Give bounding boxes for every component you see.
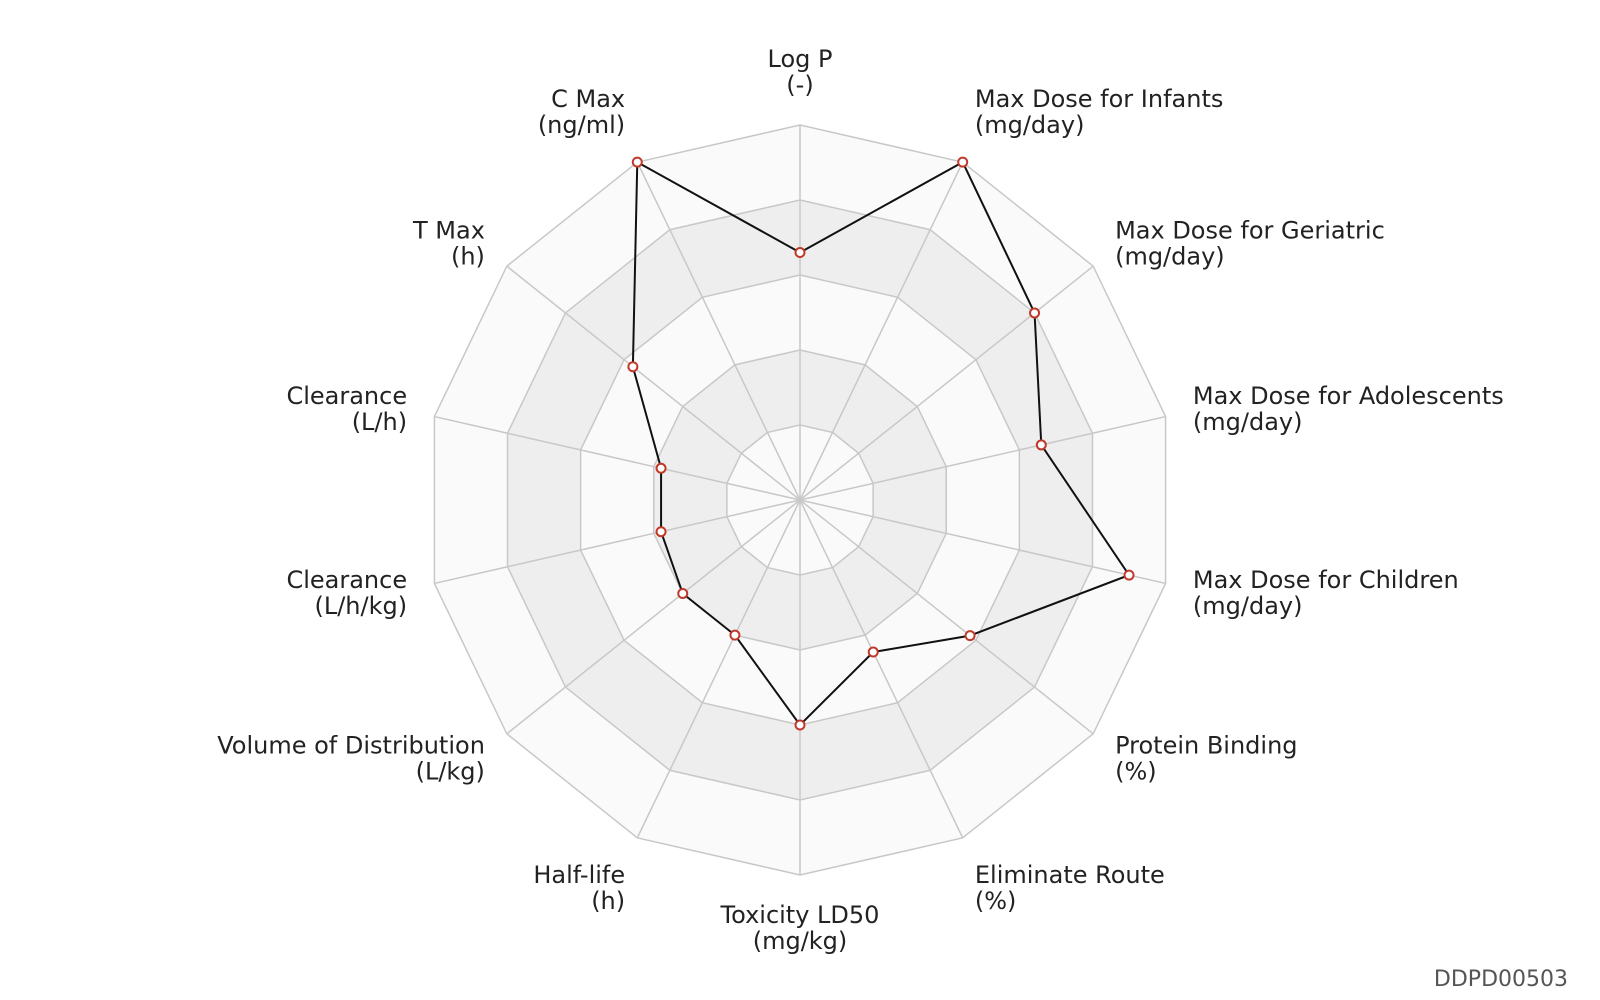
spoke-8: [636, 499, 801, 839]
data-point-13: [631, 156, 643, 168]
data-point-8: [729, 629, 741, 641]
axis-label-5: Protein Binding (%): [1115, 732, 1297, 786]
spoke-1: [799, 161, 964, 501]
chart-id: DDPD00503: [1433, 967, 1568, 992]
data-point-11: [655, 462, 667, 474]
axis-labels: Log P (-) Max Dose for Infants (mg/day) Max …: [217, 45, 1504, 955]
axis-label-1: Max Dose for Infants (mg/day): [975, 85, 1224, 139]
axis-label-6: Eliminate Route (%): [975, 861, 1165, 915]
spoke-5: [799, 499, 1094, 735]
radar-spokes: [434, 125, 1166, 875]
axis-label-0: Log P (-): [768, 45, 833, 99]
spoke-11: [434, 415, 801, 501]
axis-label-8: Half-life (h): [533, 861, 625, 915]
data-point-9: [677, 588, 689, 600]
data-point-2: [1029, 307, 1041, 319]
axis-label-7: Toxicity LD50 (mg/kg): [720, 901, 880, 955]
data-point-4: [1123, 569, 1135, 581]
spoke-10: [434, 499, 801, 585]
data-point-0: [794, 247, 806, 258]
axis-label-4: Max Dose for Children (mg/day): [1193, 566, 1459, 620]
axis-label-12: T Max (h): [412, 217, 485, 271]
axis-label-3: Max Dose for Adolescents (mg/day): [1193, 382, 1504, 436]
spoke-9: [506, 499, 801, 735]
spoke-12: [506, 265, 801, 501]
axis-label-13: C Max (ng/ml): [538, 85, 625, 139]
spoke-3: [799, 415, 1166, 501]
spoke-4: [799, 499, 1166, 585]
axis-label-2: Max Dose for Geriatric (mg/day): [1115, 217, 1385, 271]
radar-series: [627, 156, 1135, 731]
axis-label-9: Volume of Distribution (L/kg): [217, 732, 485, 786]
data-point-6: [867, 646, 879, 658]
axis-label-11: Clearance (L/h): [286, 382, 407, 436]
data-point-7: [794, 719, 806, 731]
data-point-3: [1035, 439, 1047, 451]
spoke-13: [636, 161, 801, 501]
axis-label-10: Clearance (L/h/kg): [286, 566, 407, 620]
data-point-5: [964, 630, 976, 642]
data-point-12: [627, 361, 639, 373]
data-point-1: [957, 156, 969, 168]
spoke-2: [799, 265, 1094, 501]
data-point-10: [655, 526, 667, 538]
spoke-6: [799, 499, 964, 839]
